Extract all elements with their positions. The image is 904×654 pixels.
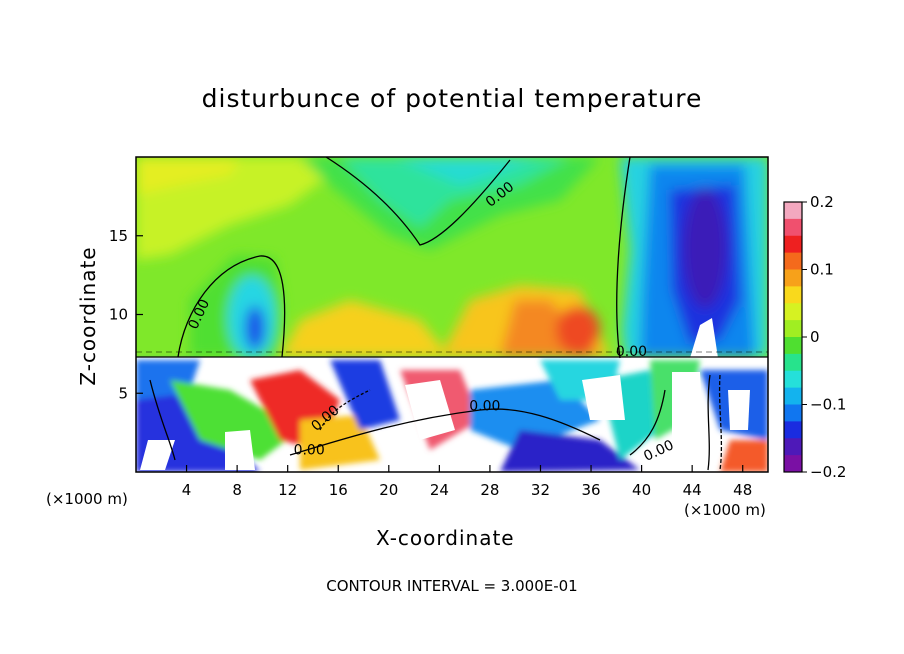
colorbar-swatch (784, 404, 802, 422)
x-axis-label: X-coordinate (376, 526, 515, 550)
contour-label: 0.00 (616, 344, 647, 360)
y-tick-label: 5 (118, 384, 128, 402)
chart-title: disturbunce of potential temperature (201, 84, 703, 113)
contour-interval-note: CONTOUR INTERVAL = 3.000E-01 (326, 577, 578, 595)
contour-label: 0.00 (294, 443, 325, 459)
x-tick-label: 8 (232, 481, 242, 499)
colorbar-swatch (784, 337, 802, 355)
contour-lines (136, 157, 768, 471)
y-tick-label: 10 (109, 306, 128, 324)
colorbar-swatch (784, 353, 802, 372)
x-tick-label: 32 (531, 481, 550, 499)
colorbar-tick-label: 0 (810, 328, 820, 346)
colorbar-swatch (784, 421, 802, 439)
colorbar-tick-label: 0.2 (810, 193, 834, 211)
colorbar-tick-label: 0.1 (810, 261, 834, 279)
x-tick-label: 16 (329, 481, 348, 499)
colorbar-swatch (784, 438, 802, 456)
x-tick-label: 36 (581, 481, 600, 499)
x-tick-label: 4 (182, 481, 192, 499)
colorbar: 0.2 0.1 0 −0.1 −0.2 (783, 193, 846, 481)
x-tick-label: 40 (632, 481, 651, 499)
colorbar-swatch (784, 455, 802, 473)
colorbar-tick-label: −0.1 (810, 396, 846, 414)
y-tick-label: 15 (109, 227, 128, 245)
colorbar-swatch (784, 303, 802, 321)
x-unit-label: (×1000 m) (684, 501, 766, 519)
field-layer (136, 157, 768, 472)
z-unit-label: (×1000 m) (46, 490, 128, 508)
colorbar-swatch (784, 235, 802, 254)
x-tick-label: 24 (430, 481, 449, 499)
colorbar-swatch (784, 320, 802, 338)
x-tick-label: 44 (683, 481, 702, 499)
x-tick-label: 20 (379, 481, 398, 499)
colorbar-swatch (784, 252, 802, 270)
y-axis: 5 10 15 (109, 227, 143, 402)
colorbar-swatch (784, 218, 802, 237)
colorbar-tick-label: −0.2 (810, 463, 846, 481)
colorbar-swatch (784, 286, 802, 304)
colorbar-swatch (784, 370, 802, 389)
x-tick-label: 48 (733, 481, 752, 499)
colorbar-swatch (784, 387, 802, 405)
contour-label: 0.00 (469, 399, 500, 415)
colorbar-swatch (784, 269, 802, 287)
x-tick-label: 28 (480, 481, 499, 499)
colorbar-swatch (784, 202, 802, 220)
x-axis: 4 8 12 16 20 24 28 32 36 40 44 48 (182, 465, 752, 499)
x-tick-label: 12 (278, 481, 297, 499)
